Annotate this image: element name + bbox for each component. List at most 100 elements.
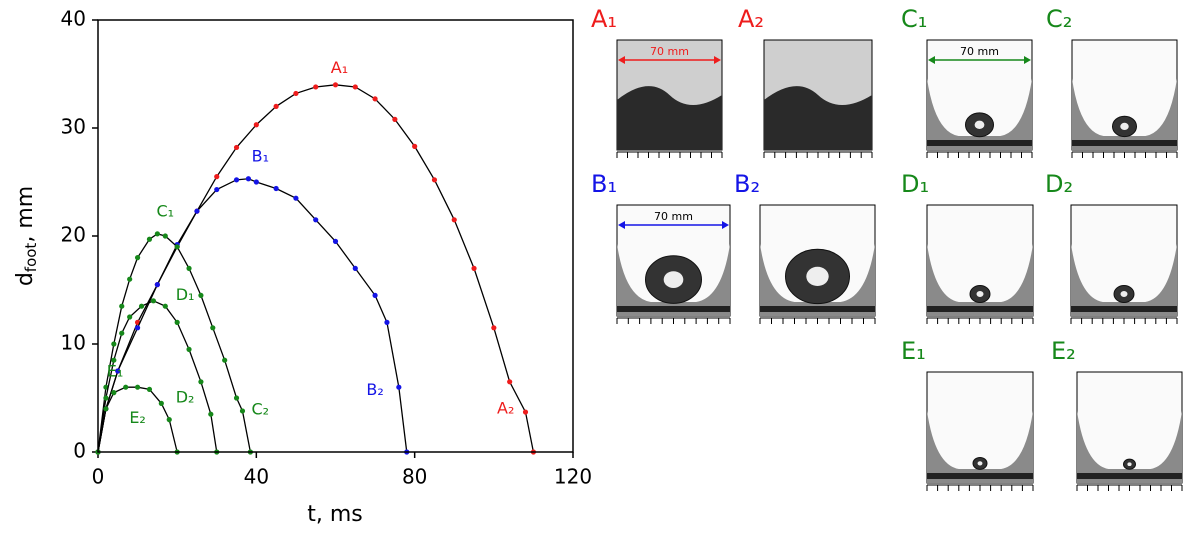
data-point	[103, 384, 109, 390]
data-point	[384, 319, 390, 325]
series-line	[97, 84, 535, 453]
panel-label: B₂	[734, 170, 760, 198]
photo-droplet-glint	[1120, 291, 1128, 297]
photo-base	[1072, 140, 1177, 146]
data-point	[214, 186, 220, 193]
data-point	[127, 276, 133, 282]
data-point	[198, 379, 204, 385]
data-point	[253, 179, 259, 185]
y-label-main: d	[13, 272, 38, 286]
annotation: B₂	[366, 380, 383, 399]
data-point	[119, 303, 125, 309]
data-point	[103, 406, 109, 412]
photo-droplet-glint	[974, 120, 985, 129]
annotation: B₁	[252, 147, 269, 166]
data-point	[313, 217, 319, 223]
annotation: C₁	[156, 202, 174, 221]
data-point	[194, 208, 200, 214]
panel-label: A₁	[591, 5, 617, 33]
data-point	[154, 231, 160, 237]
data-point	[293, 195, 299, 201]
data-point	[162, 303, 168, 309]
data-point	[138, 303, 145, 309]
photo-base	[927, 473, 1033, 479]
annotation: A₁	[331, 58, 348, 77]
data-point	[162, 233, 168, 239]
data-point	[103, 395, 109, 401]
data-point	[214, 174, 220, 180]
data-point	[154, 282, 160, 288]
data-point	[115, 368, 121, 374]
y-axis-label: dfoot, mm	[13, 186, 40, 286]
data-point	[134, 325, 141, 331]
photo-droplet-glint	[663, 271, 684, 288]
data-point	[522, 409, 529, 415]
x-axis-label: t, ms	[307, 502, 363, 527]
photo-splash	[617, 86, 722, 150]
data-point	[332, 82, 339, 88]
data-point	[119, 330, 125, 336]
data-point	[208, 411, 214, 417]
annotation: E₂	[129, 408, 146, 427]
data-point	[239, 408, 246, 414]
photo-base	[617, 306, 730, 312]
data-point	[451, 217, 457, 223]
data-point	[186, 265, 192, 271]
data-point	[352, 84, 358, 90]
y-label-sub: foot	[22, 243, 40, 273]
data-point	[174, 244, 180, 250]
scale-label: 70 mm	[960, 45, 999, 58]
data-point	[293, 90, 299, 97]
panel-label: E₁	[901, 337, 926, 365]
data-point	[233, 395, 240, 401]
data-point	[134, 255, 141, 261]
scale-label: 70 mm	[650, 45, 689, 58]
data-point	[372, 96, 378, 102]
photo-splash	[764, 86, 872, 150]
data-point	[111, 390, 117, 396]
photo-base	[927, 140, 1032, 146]
data-point	[372, 292, 378, 298]
x-tick-label: 120	[554, 465, 592, 489]
panel-label: C₂	[1046, 5, 1072, 33]
data-point	[253, 122, 259, 128]
annotation: D₂	[176, 388, 195, 407]
data-point	[150, 298, 157, 304]
photo-droplet-glint	[806, 266, 829, 286]
panel-label: B₁	[591, 170, 617, 198]
photo-base	[1077, 473, 1182, 479]
photo-base	[927, 306, 1033, 312]
series-line	[97, 233, 252, 453]
photo-droplet-glint	[1127, 462, 1132, 467]
x-tick-label: 40	[244, 465, 269, 489]
annotation: C₂	[251, 399, 269, 418]
data-point	[233, 177, 240, 183]
data-point	[392, 116, 398, 122]
panel-label: C₁	[901, 5, 927, 33]
data-point	[245, 176, 252, 182]
annotation: E₁	[107, 362, 124, 381]
plot-frame	[97, 19, 574, 453]
x-tick-label: 80	[402, 465, 427, 489]
panel-label: D₁	[901, 170, 929, 198]
data-point	[123, 384, 129, 390]
data-point	[166, 417, 172, 423]
data-point	[471, 265, 477, 271]
panel-label: D₂	[1045, 170, 1073, 198]
data-point	[134, 384, 141, 390]
data-point	[491, 325, 497, 331]
data-point	[233, 144, 240, 151]
data-point	[313, 84, 319, 90]
photo-droplet-glint	[977, 461, 983, 466]
data-point	[146, 386, 153, 392]
annotation: A₂	[497, 398, 514, 417]
data-point	[111, 357, 117, 363]
y-tick-label: 20	[61, 223, 86, 247]
x-tick-label: 0	[92, 465, 105, 489]
series-line	[97, 178, 408, 453]
data-point	[352, 265, 358, 271]
scale-label: 70 mm	[654, 210, 693, 223]
data-point	[273, 103, 279, 109]
annotation: D₁	[176, 285, 195, 304]
